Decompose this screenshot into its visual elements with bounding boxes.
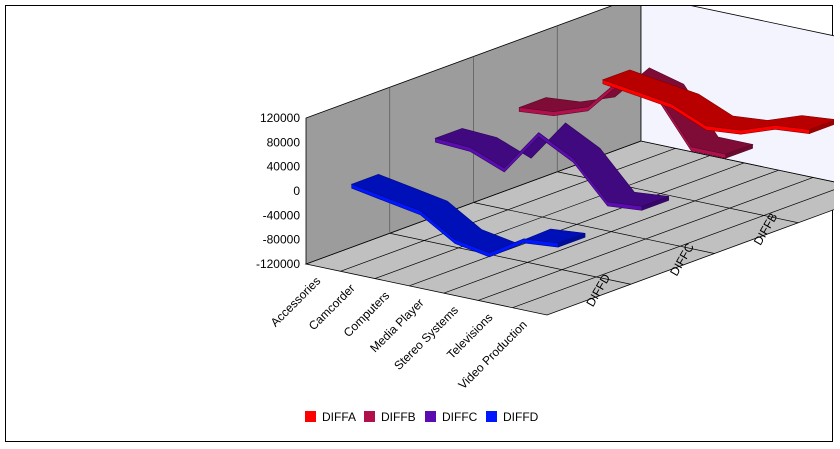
series-diffb [518, 67, 754, 159]
legend-item-diffc: DIFFC [425, 410, 478, 424]
legend-swatch [486, 411, 497, 422]
legend-label: DIFFD [503, 410, 539, 424]
y-tick-label: 0 [293, 184, 300, 198]
legend-item-diffd: DIFFD [486, 410, 539, 424]
series-layer [350, 67, 834, 258]
floor-gridline-depth [473, 202, 715, 254]
ribbon-end [809, 120, 834, 134]
y-tick-label: 40000 [267, 160, 301, 174]
y-tick-label: 120000 [260, 111, 300, 125]
legend-swatch [305, 411, 316, 422]
series-diffc [434, 122, 670, 211]
y-tick-label: -40000 [263, 208, 301, 222]
legend: DIFFA DIFFB DIFFC DIFFD [305, 410, 539, 424]
y-axis-ticks: 120000 80000 40000 0 -40000 -80000 -120000 [256, 111, 300, 271]
ribbon-end [558, 232, 586, 248]
legend-label: DIFFB [381, 410, 416, 424]
legend-swatch [425, 411, 436, 422]
y-tick-label: -120000 [256, 257, 300, 271]
ribbon-end [641, 196, 670, 211]
legend-swatch [364, 411, 375, 422]
y-tick-label: 80000 [267, 135, 301, 149]
legend-label: DIFFA [322, 410, 356, 424]
series-diffd [350, 173, 586, 258]
y-tick-label: -80000 [263, 233, 301, 247]
chart-walls [304, 6, 834, 316]
chart-frame: 120000 80000 40000 0 -40000 -80000 -120000 Acc… [5, 5, 834, 442]
floor-gridline-depth [389, 232, 631, 285]
legend-item-diffb: DIFFB [364, 410, 416, 424]
series-diffa [602, 69, 834, 135]
legend-item-diffa: DIFFA [305, 410, 356, 424]
legend-label: DIFFC [442, 410, 478, 424]
ribbon-end [725, 144, 753, 159]
